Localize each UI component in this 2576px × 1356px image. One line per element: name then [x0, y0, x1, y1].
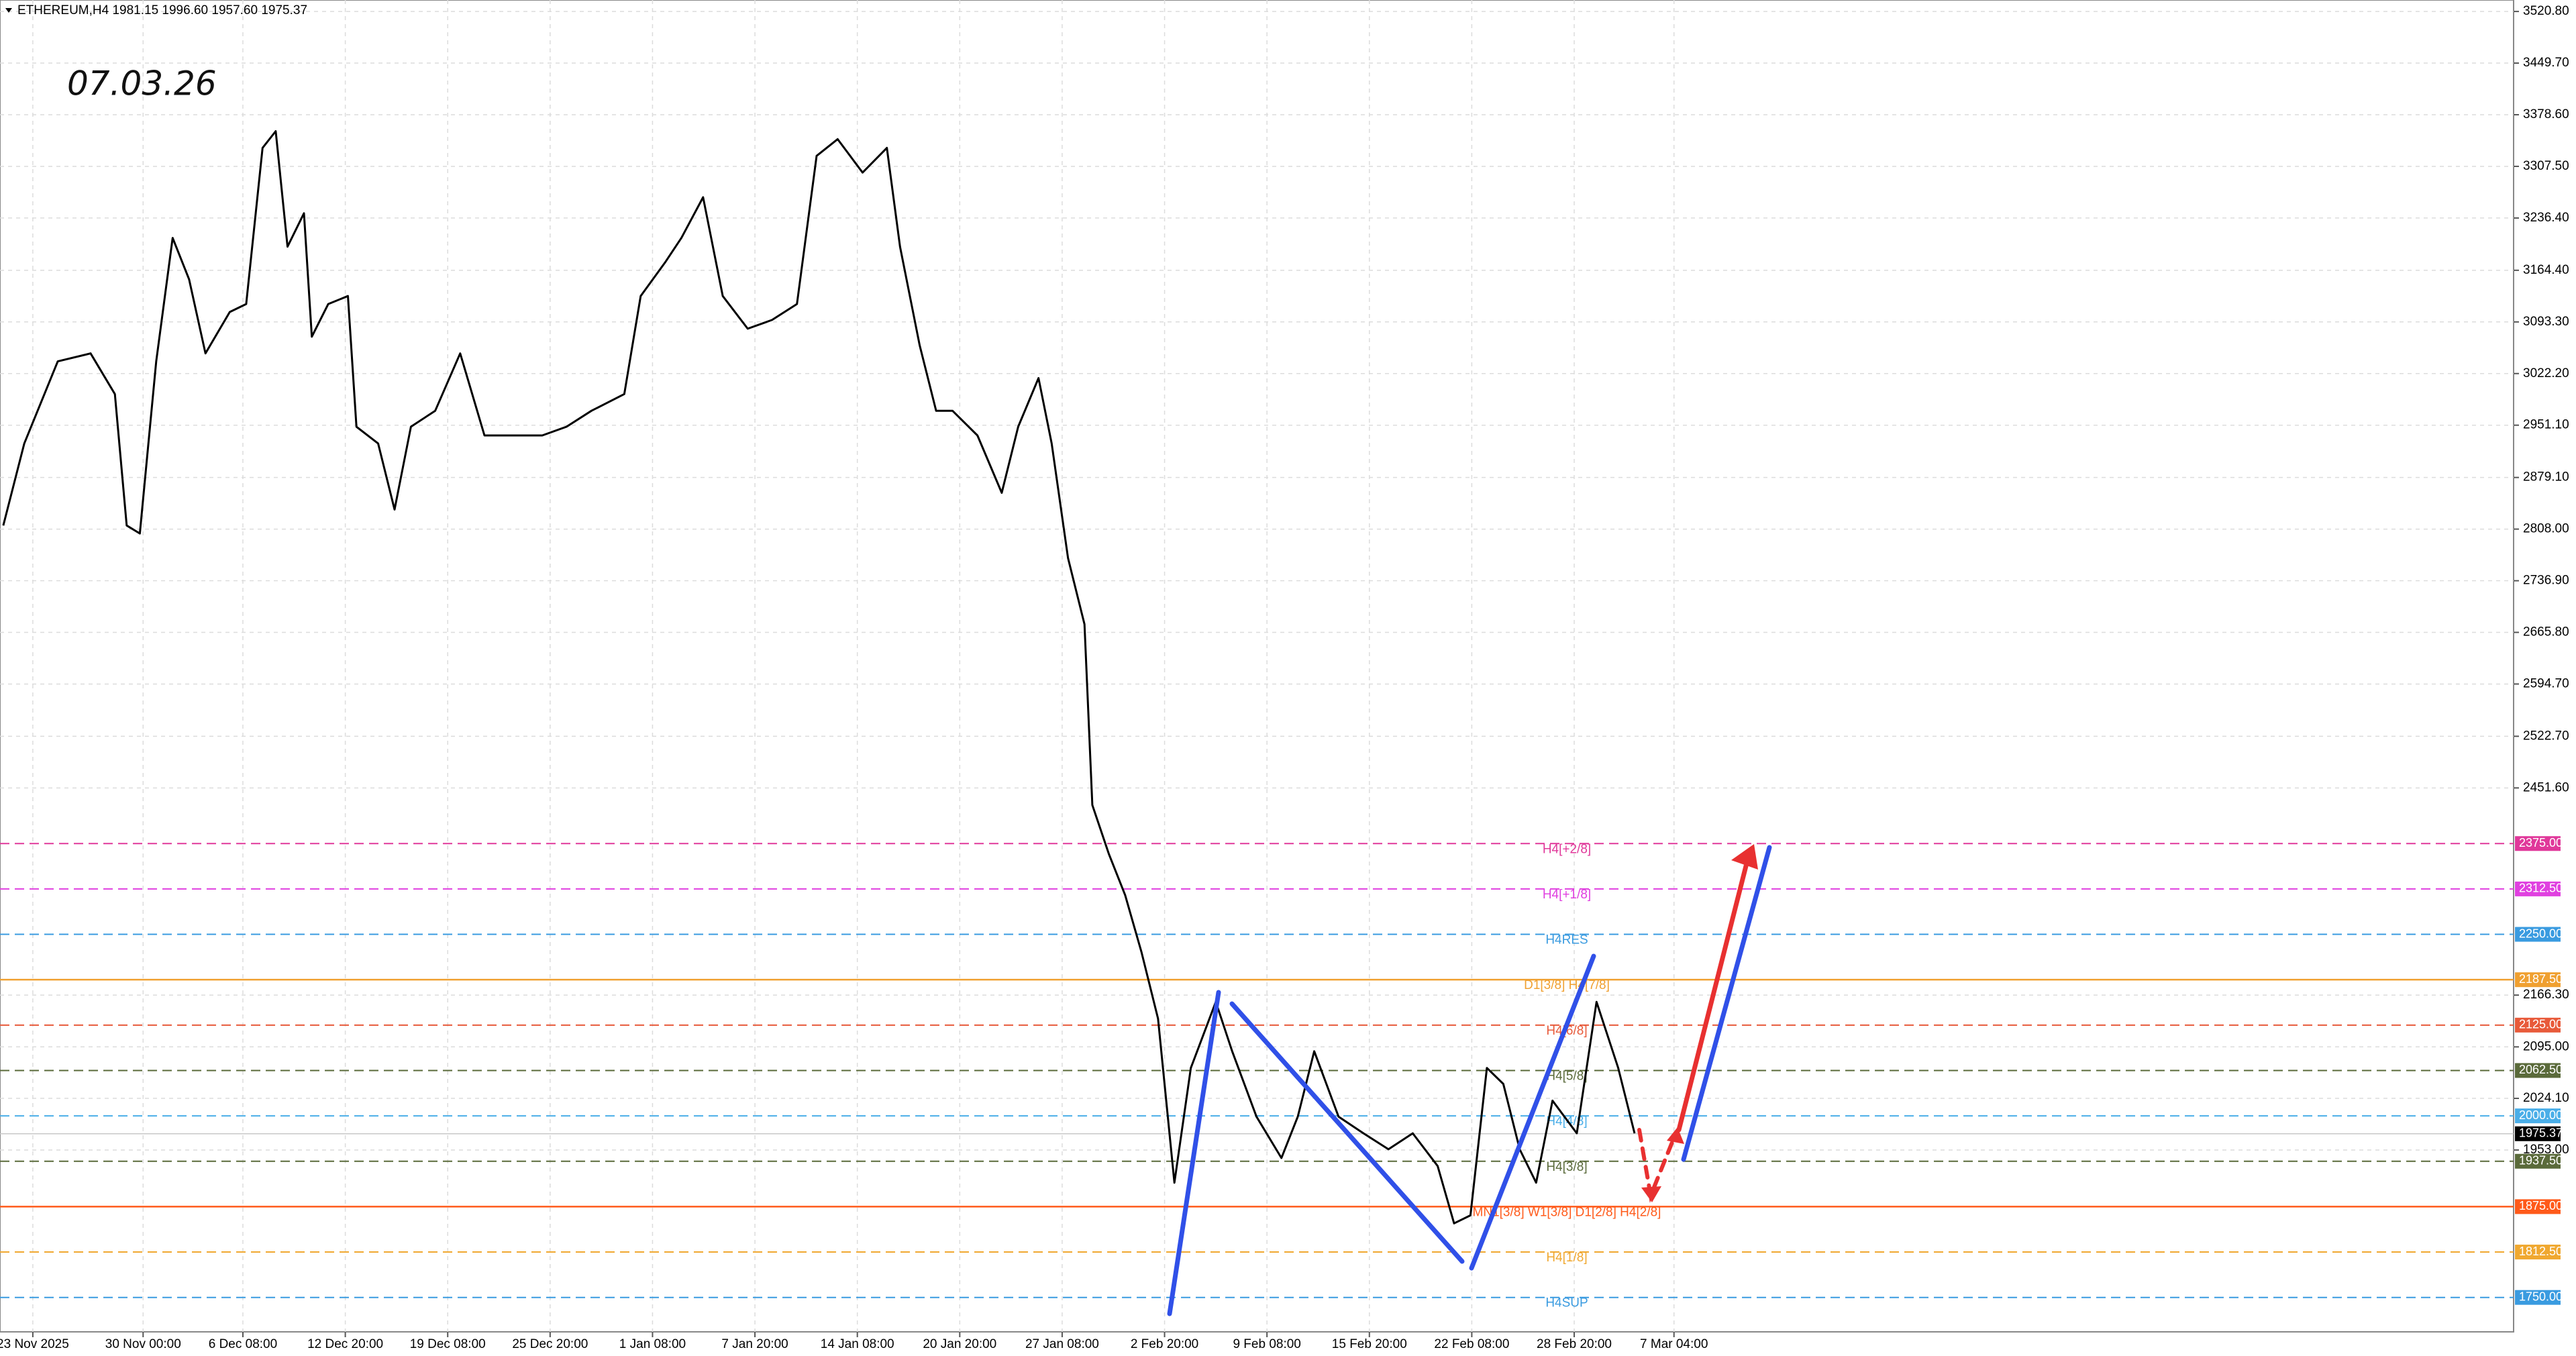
- y-tick-label: 3449.70: [2523, 56, 2569, 70]
- y-tick-label: 2166.30: [2523, 988, 2569, 1002]
- y-tick-label: 2736.90: [2523, 574, 2569, 588]
- x-tick-label: 15 Feb 20:00: [1332, 1337, 1407, 1351]
- price-box: [2515, 836, 2561, 851]
- level-label: H4[4/8]: [1546, 1114, 1587, 1129]
- level-label: MN1[3/8] W1[3/8] D1[2/8] H4[2/8]: [1473, 1205, 1661, 1219]
- price-box: [2515, 1153, 2561, 1169]
- price-box-label: 2062.50: [2519, 1063, 2563, 1076]
- price-box: [2515, 1063, 2561, 1078]
- level-label: H4[+2/8]: [1543, 842, 1591, 856]
- x-tick-label: 19 Dec 08:00: [410, 1337, 486, 1351]
- price-box-label: 1750.00: [2519, 1290, 2563, 1303]
- x-tick-label: 30 Nov 00:00: [105, 1337, 181, 1351]
- y-tick-label: 3022.20: [2523, 366, 2569, 380]
- y-tick-label: 2665.80: [2523, 625, 2569, 639]
- y-tick-label: 2951.10: [2523, 418, 2569, 432]
- level-label: H4[1/8]: [1546, 1251, 1587, 1265]
- series: [2, 130, 1636, 1224]
- arrow-head: [1641, 1186, 1661, 1202]
- price-box-label: 2250.00: [2519, 927, 2563, 940]
- price-box: [2515, 1108, 2561, 1124]
- y-tick-label: 3378.60: [2523, 107, 2569, 121]
- price-box: [2515, 972, 2561, 988]
- y-tick-label: 2808.00: [2523, 522, 2569, 536]
- price-box: [2515, 881, 2561, 896]
- level-label: H4SUP: [1545, 1296, 1588, 1310]
- level-label: H4[5/8]: [1546, 1069, 1587, 1083]
- price-line: [2, 130, 1636, 1224]
- y-tick-label: 3093.30: [2523, 315, 2569, 329]
- forecast-arrow: [1676, 853, 1751, 1133]
- last-price-label: 1975.37: [2519, 1127, 2563, 1140]
- price-box: [2515, 1245, 2561, 1260]
- y-tick-label: 1953.00: [2523, 1143, 2569, 1157]
- price-box-label: 2375.00: [2519, 836, 2563, 849]
- x-tick-label: 25 Dec 20:00: [512, 1337, 588, 1351]
- level-label: H4[3/8]: [1546, 1160, 1587, 1174]
- x-tick-label: 27 Jan 08:00: [1025, 1337, 1099, 1351]
- trend-line: [1167, 990, 1221, 1316]
- y-tick-label: 3307.50: [2523, 159, 2569, 173]
- menu-triangle[interactable]: [5, 8, 12, 13]
- price-box-label: 2187.50: [2519, 972, 2563, 986]
- x-tick-label: 7 Mar 04:00: [1640, 1337, 1708, 1351]
- y-tick-label: 3236.40: [2523, 211, 2569, 225]
- x-tick-label: 22 Feb 08:00: [1434, 1337, 1509, 1351]
- trend-line: [1229, 1001, 1465, 1264]
- price-box: [2515, 1199, 2561, 1214]
- level-label: D1[3/8] H4[7/8]: [1524, 978, 1610, 992]
- y-tick-label: 2095.00: [2523, 1039, 2569, 1053]
- price-box-label: 1937.50: [2519, 1154, 2563, 1167]
- x-tick-label: 9 Feb 08:00: [1233, 1337, 1300, 1351]
- arrow-head: [1667, 1127, 1684, 1144]
- x-tick-label: 28 Feb 20:00: [1537, 1337, 1612, 1351]
- date-annotation: 07.03.26: [67, 64, 217, 103]
- x-tick-label: 1 Jan 08:00: [619, 1337, 686, 1351]
- x-tick-label: 20 Jan 20:00: [923, 1337, 996, 1351]
- level-label: H4RES: [1545, 933, 1588, 947]
- y-tick-label: 3520.80: [2523, 4, 2569, 18]
- price-box-label: 2125.00: [2519, 1018, 2563, 1031]
- y-tick-label: 2024.10: [2523, 1091, 2569, 1105]
- price-box: [2515, 1290, 2561, 1305]
- y-tick-label: 2522.70: [2523, 729, 2569, 743]
- price-box-label: 2312.50: [2519, 882, 2563, 895]
- y-tick-label: 2879.10: [2523, 470, 2569, 484]
- x-tick-label: 6 Dec 08:00: [209, 1337, 277, 1351]
- plot-frame: [0, 0, 2514, 1333]
- price-box-label: 1812.50: [2519, 1245, 2563, 1258]
- drawings: [1167, 844, 1772, 1316]
- y-tick-label: 3164.40: [2523, 263, 2569, 277]
- level-label: H4[+1/8]: [1543, 888, 1591, 902]
- trend-line: [1681, 845, 1772, 1162]
- x-tick-label: 2 Feb 20:00: [1131, 1337, 1198, 1351]
- grid: [0, 0, 2514, 1332]
- y-tick-label: 2451.60: [2523, 780, 2569, 794]
- x-tick-label: 7 Jan 20:00: [721, 1337, 788, 1351]
- x-tick-label: 12 Dec 20:00: [307, 1337, 383, 1351]
- price-box: [2515, 927, 2561, 942]
- last-price-box: [2515, 1126, 2561, 1141]
- price-box-label: 1875.00: [2519, 1199, 2563, 1212]
- y-tick-label: 2594.70: [2523, 676, 2569, 690]
- symbol-title: ETHEREUM,H4 1981.15 1996.60 1957.60 1975…: [17, 3, 307, 17]
- price-box: [2515, 1017, 2561, 1033]
- x-tick-label: 14 Jan 08:00: [821, 1337, 894, 1351]
- price-box-label: 2000.00: [2519, 1108, 2563, 1122]
- x-tick-label: 23 Nov 2025: [0, 1337, 69, 1351]
- arrow-head: [1731, 844, 1758, 870]
- axes: 3520.80 3449.70 3378.60 3307.50 3236.40 3164.…: [0, 4, 2569, 1351]
- trend-line: [1469, 953, 1596, 1271]
